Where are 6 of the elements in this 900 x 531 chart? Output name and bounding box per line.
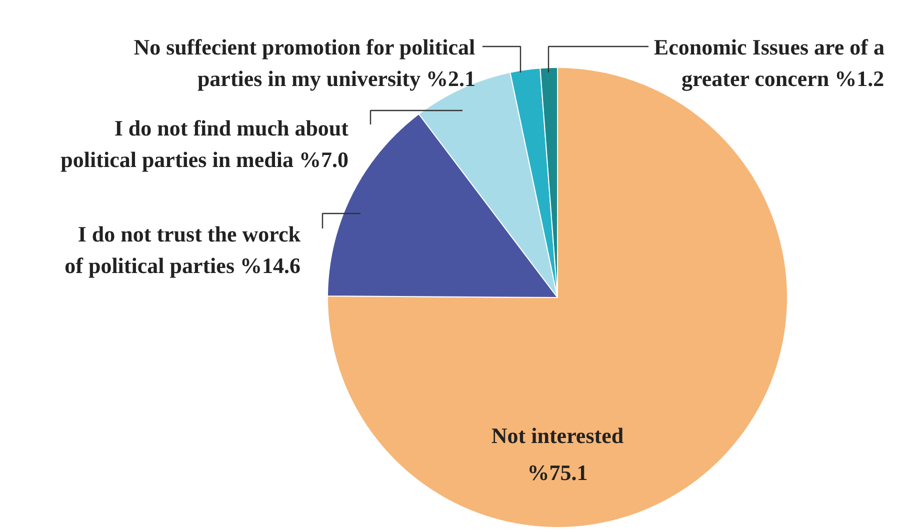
slice-label: Not interested	[491, 423, 624, 448]
data-label: %75.1	[527, 460, 588, 485]
slice-label: Economic Issues are of a greater concern %1.2	[654, 34, 885, 91]
slice-label: I do not trust the worck of political parties %14.6	[64, 222, 302, 278]
slice-label: No suffecient promotion for political parties in my university %2.1	[134, 34, 476, 91]
slice-label: I do not find much about political parties in media %7.0	[60, 116, 350, 172]
